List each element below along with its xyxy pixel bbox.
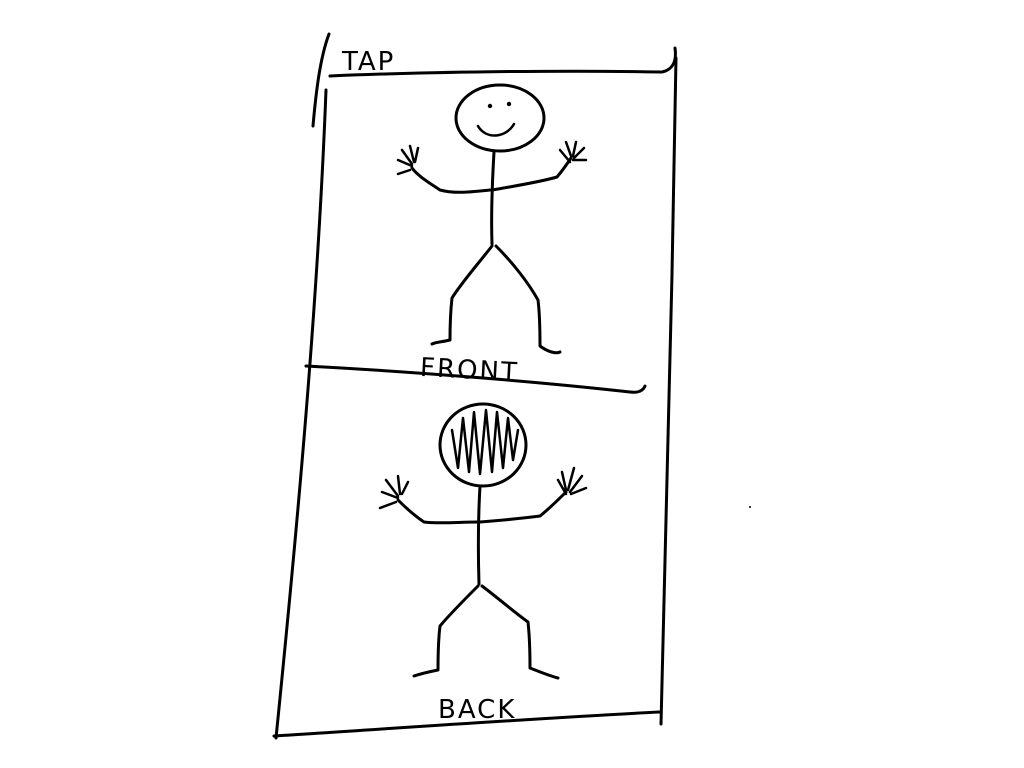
back-hair	[450, 408, 520, 476]
front-right-eye	[506, 101, 512, 107]
frame-left-edge	[274, 88, 328, 740]
front-body	[490, 150, 496, 246]
stray-ink-dot	[749, 506, 751, 508]
front-right-arm	[490, 156, 573, 192]
sketch-frame	[272, 32, 678, 740]
back-right-arm	[478, 490, 568, 524]
back-figure	[378, 402, 588, 680]
back-body	[476, 484, 482, 586]
front-left-leg	[430, 244, 494, 346]
back-label: BACK	[438, 695, 516, 725]
frame-right-edge	[659, 56, 678, 726]
frame-middle-divider	[304, 364, 647, 394]
front-left-eye	[487, 103, 493, 109]
back-right-hand	[556, 466, 588, 496]
frame-bottom-edge	[272, 710, 661, 738]
back-left-leg	[412, 584, 480, 678]
front-right-hand	[558, 140, 588, 164]
front-smile	[476, 122, 516, 137]
back-head	[438, 402, 528, 488]
front-figure	[396, 83, 588, 355]
front-right-leg	[494, 244, 562, 355]
front-head	[454, 83, 546, 153]
top-label: TAP	[341, 47, 395, 77]
back-left-arm	[396, 498, 480, 525]
frame-top-edge	[328, 46, 677, 78]
front-left-arm	[410, 166, 492, 194]
back-left-hand	[378, 474, 410, 510]
front-left-hand	[396, 144, 420, 176]
front-label: FRONT	[419, 353, 519, 388]
frame-top-left-tick	[311, 32, 331, 128]
back-right-leg	[480, 584, 560, 680]
